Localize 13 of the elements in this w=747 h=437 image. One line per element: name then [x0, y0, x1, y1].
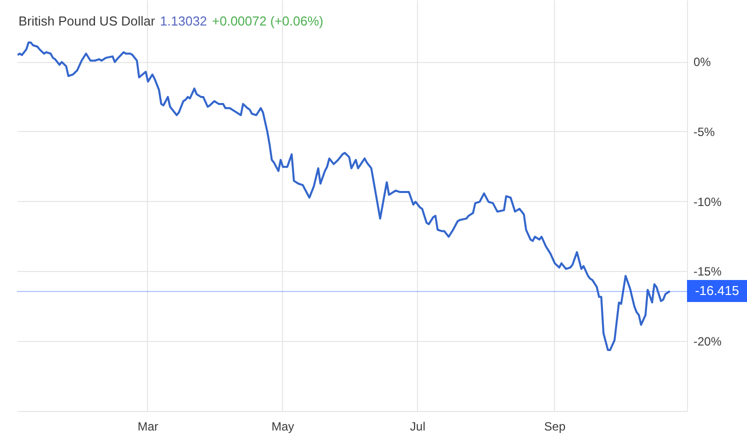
ref-line-label: -16.415 [694, 282, 740, 300]
x-tick-label: Sep [544, 420, 566, 434]
annotation: +0.00072 (+0.06%) [212, 14, 324, 29]
x-tick-label: May [272, 420, 294, 434]
y-tick-label: -20% [694, 334, 722, 349]
text: British Pound US Dollar [18, 14, 156, 29]
y-tick-label: -10% [694, 194, 722, 209]
x-tick-label: Jul [410, 420, 426, 434]
y-tick-label: 0% [694, 55, 712, 70]
y-tick-label: -5% [694, 124, 716, 139]
x-tick-label: Mar [138, 420, 158, 434]
y-tick-label: -15% [694, 264, 722, 279]
annotation: 1.13032 [160, 14, 208, 29]
